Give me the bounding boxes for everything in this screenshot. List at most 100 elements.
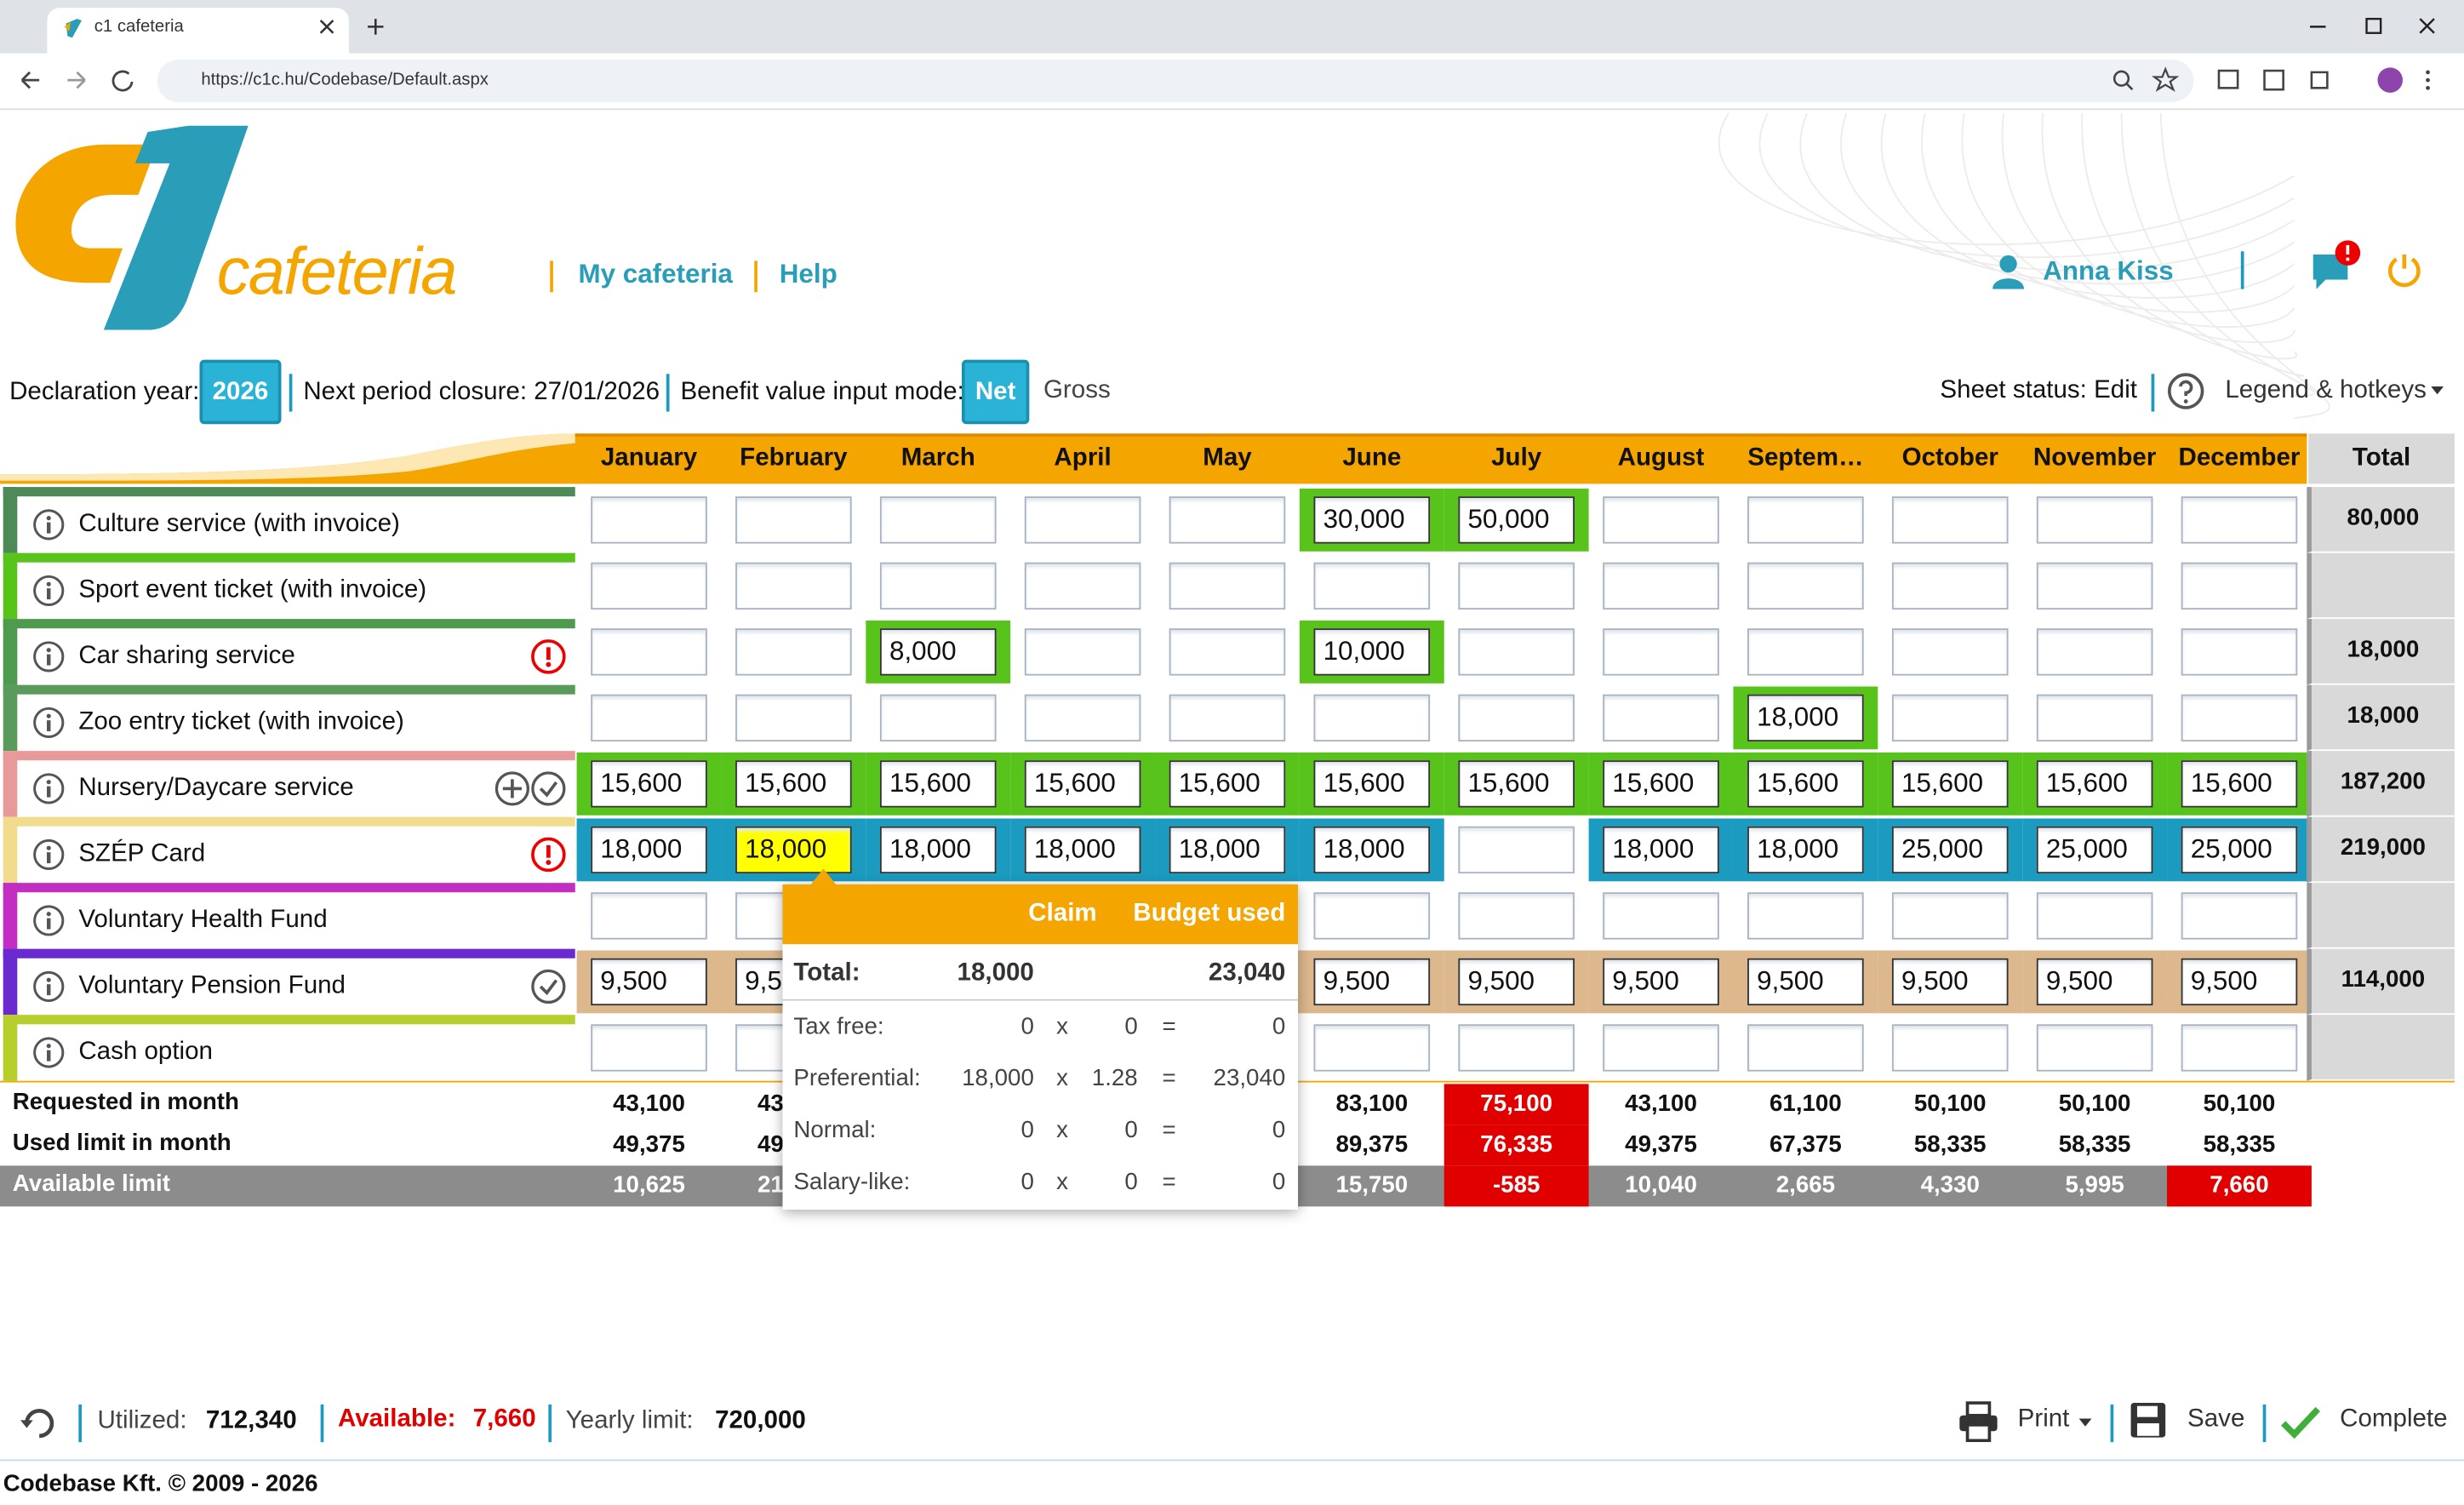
value-input[interactable] <box>1747 562 1864 610</box>
value-input[interactable] <box>1891 1024 2009 1072</box>
value-input[interactable]: 18,000 <box>1747 826 1864 874</box>
value-input[interactable] <box>1024 628 1141 676</box>
value-input[interactable] <box>1458 694 1575 742</box>
value-input[interactable]: 15,600 <box>1747 760 1864 808</box>
value-input[interactable] <box>735 496 852 544</box>
save-button[interactable]: Save <box>2187 1405 2245 1433</box>
value-input[interactable]: 9,500 <box>1313 958 1431 1006</box>
value-input[interactable] <box>1603 562 1719 610</box>
value-input[interactable]: 50,000 <box>1458 496 1575 544</box>
value-input[interactable] <box>1313 1024 1431 1072</box>
value-input[interactable] <box>1603 628 1719 676</box>
print-button[interactable]: Print <box>2017 1405 2070 1433</box>
value-input[interactable]: 18,000 <box>1024 826 1141 874</box>
value-input[interactable]: 15,600 <box>735 760 852 808</box>
value-input[interactable] <box>1313 892 1431 940</box>
value-input[interactable] <box>591 562 707 610</box>
row-name[interactable]: Nursery/Daycare service <box>78 774 354 802</box>
value-input[interactable] <box>1603 496 1719 544</box>
value-input[interactable] <box>1891 562 2009 610</box>
row-name[interactable]: Sport event ticket (with invoice) <box>78 576 427 604</box>
value-input[interactable]: 15,600 <box>591 760 707 808</box>
value-input[interactable] <box>2036 562 2153 610</box>
value-input[interactable] <box>735 628 852 676</box>
nav-link[interactable]: My cafeteria <box>578 259 733 289</box>
value-input[interactable] <box>1169 496 1286 544</box>
value-input[interactable]: 15,600 <box>1313 760 1431 808</box>
value-input[interactable] <box>1891 496 2009 544</box>
value-input[interactable] <box>1747 892 1864 940</box>
value-input[interactable]: 9,500 <box>2181 958 2298 1006</box>
value-input[interactable] <box>2036 694 2153 742</box>
value-input[interactable]: 8,000 <box>879 628 997 676</box>
value-input[interactable] <box>1169 562 1286 610</box>
value-input[interactable] <box>1169 694 1286 742</box>
mode-button-active[interactable]: Net <box>961 359 1030 425</box>
row-name[interactable]: Car sharing service <box>78 642 295 670</box>
value-input[interactable] <box>1024 694 1141 742</box>
value-input[interactable] <box>1603 1024 1719 1072</box>
row-name[interactable]: Cash option <box>78 1038 213 1066</box>
value-input[interactable] <box>735 694 852 742</box>
value-input[interactable] <box>879 562 997 610</box>
value-input[interactable]: 25,000 <box>2036 826 2153 874</box>
value-input[interactable] <box>879 496 997 544</box>
value-input[interactable]: 9,500 <box>2036 958 2153 1006</box>
value-input[interactable]: 18,000 <box>1169 826 1286 874</box>
complete-button[interactable]: Complete <box>2340 1405 2448 1433</box>
value-input[interactable]: 30,000 <box>1313 496 1431 544</box>
row-name[interactable]: SZÉP Card <box>78 840 206 867</box>
value-input[interactable] <box>735 562 852 610</box>
value-input[interactable] <box>591 496 707 544</box>
value-input[interactable] <box>1458 628 1575 676</box>
value-input[interactable] <box>591 1024 707 1072</box>
value-input[interactable]: 15,600 <box>879 760 997 808</box>
row-name[interactable]: Zoo entry ticket (with invoice) <box>78 708 404 735</box>
value-input[interactable] <box>2181 628 2298 676</box>
value-input[interactable] <box>1891 892 2009 940</box>
value-input[interactable] <box>1458 826 1575 874</box>
year-button[interactable]: 2026 <box>199 359 282 425</box>
value-input[interactable] <box>1891 694 2009 742</box>
value-input[interactable]: 9,500 <box>1891 958 2009 1006</box>
value-input[interactable]: 15,600 <box>1891 760 2009 808</box>
value-input[interactable]: 18,000 <box>735 826 852 874</box>
value-input[interactable]: 9,500 <box>1603 958 1719 1006</box>
value-input[interactable] <box>2036 892 2153 940</box>
value-input[interactable]: 15,600 <box>1458 760 1575 808</box>
value-input[interactable] <box>1891 628 2009 676</box>
value-input[interactable] <box>1169 628 1286 676</box>
value-input[interactable] <box>591 628 707 676</box>
value-input[interactable]: 18,000 <box>591 826 707 874</box>
value-input[interactable]: 15,600 <box>2181 760 2298 808</box>
row-name[interactable]: Culture service (with invoice) <box>78 510 400 538</box>
value-input[interactable] <box>1603 694 1719 742</box>
mode-button[interactable]: Gross <box>1043 376 1111 404</box>
value-input[interactable]: 9,500 <box>591 958 707 1006</box>
value-input[interactable] <box>2181 892 2298 940</box>
value-input[interactable]: 9,500 <box>1458 958 1575 1006</box>
user-name[interactable]: Anna Kiss <box>2043 255 2174 286</box>
value-input[interactable] <box>1747 1024 1864 1072</box>
value-input[interactable] <box>1313 694 1431 742</box>
value-input[interactable] <box>1458 1024 1575 1072</box>
value-input[interactable]: 15,600 <box>2036 760 2153 808</box>
value-input[interactable] <box>879 694 997 742</box>
value-input[interactable]: 9,500 <box>1747 958 1864 1006</box>
value-input[interactable] <box>2181 694 2298 742</box>
value-input[interactable] <box>2181 562 2298 610</box>
value-input[interactable]: 25,000 <box>2181 826 2298 874</box>
value-input[interactable] <box>1603 892 1719 940</box>
value-input[interactable]: 25,000 <box>1891 826 2009 874</box>
value-input[interactable]: 15,600 <box>1024 760 1141 808</box>
value-input[interactable] <box>2181 496 2298 544</box>
value-input[interactable]: 18,000 <box>879 826 997 874</box>
value-input[interactable] <box>1458 562 1575 610</box>
value-input[interactable] <box>2036 1024 2153 1072</box>
value-input[interactable] <box>2036 628 2153 676</box>
value-input[interactable] <box>591 694 707 742</box>
value-input[interactable] <box>1747 496 1864 544</box>
value-input[interactable] <box>1313 562 1431 610</box>
value-input[interactable] <box>1024 496 1141 544</box>
legend-dropdown[interactable]: Legend & hotkeys <box>2225 376 2427 404</box>
